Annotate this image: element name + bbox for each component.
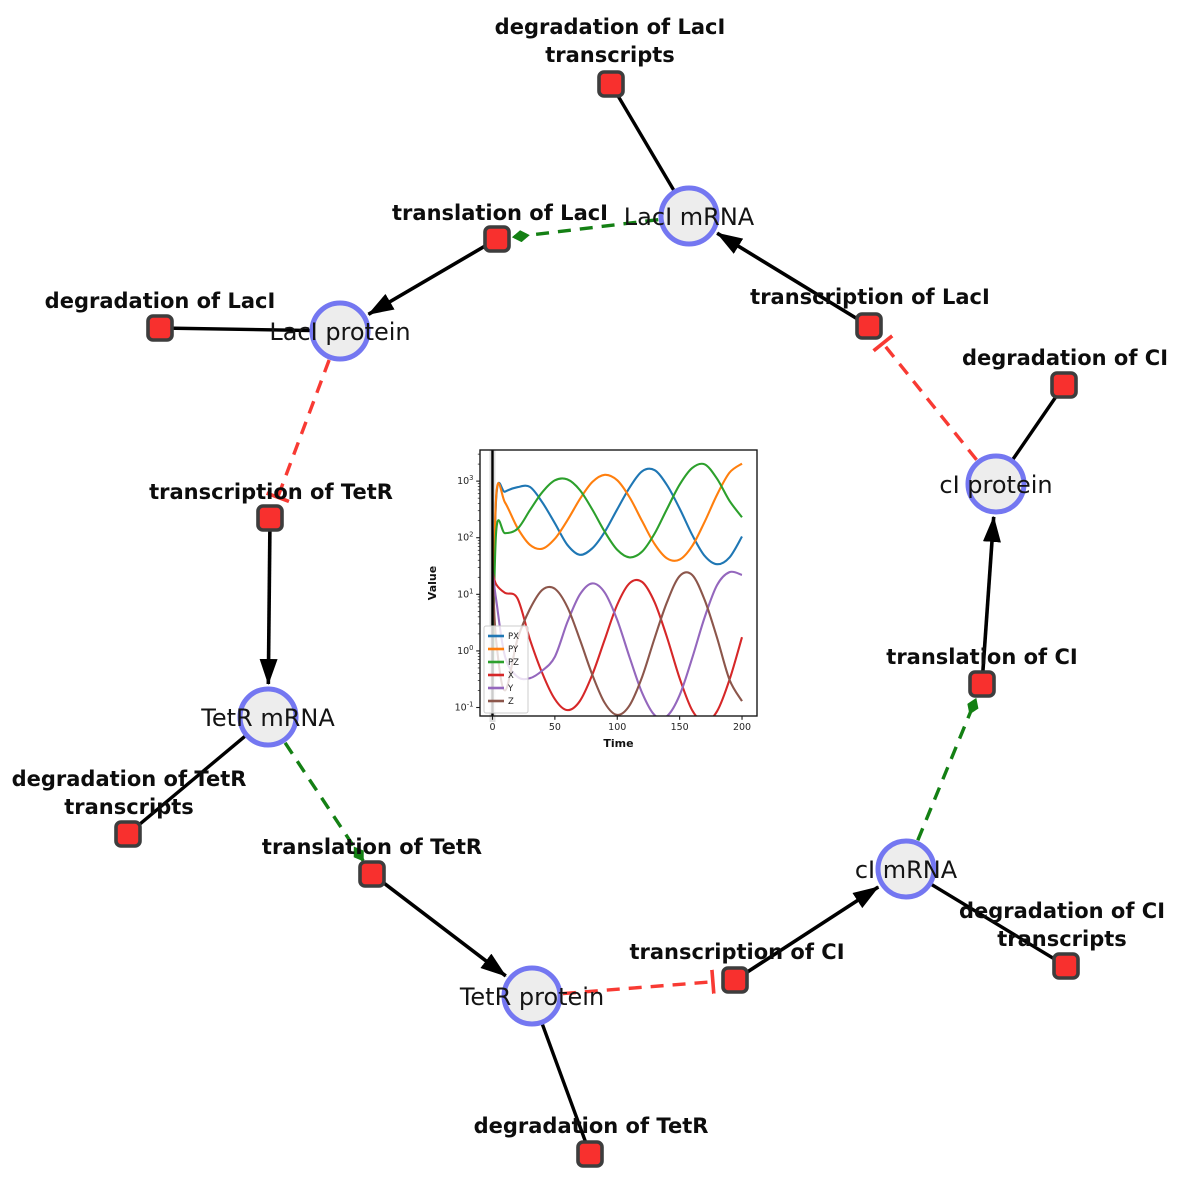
species-label-tetr-protein: TetR protein — [459, 983, 604, 1011]
axes-frame-border — [479, 449, 758, 717]
x-tick-label: 0 — [489, 722, 495, 733]
reaction-node-deg-ci[interactable] — [1050, 371, 1078, 399]
species-label-laci-mrna: LacI mRNA — [624, 203, 755, 231]
nodes-layer — [114, 70, 1080, 1168]
reaction-label-deg-laci-transcripts-line0: degradation of LacI — [495, 15, 726, 39]
labels-layer: degradation of LacI transcripts translatio… — [12, 15, 1168, 1138]
reaction-label-deg-tetr-line0: degradation of TetR — [474, 1114, 709, 1138]
reaction-node-transcription-laci[interactable] — [855, 312, 883, 340]
edge-translation-laci-to-laci-protein — [367, 237, 498, 316]
species-label-tetr-mrna: TetR mRNA — [200, 704, 335, 732]
reaction-node-translation-laci[interactable] — [483, 225, 511, 253]
species-label-ci-mrna: cI mRNA — [855, 856, 958, 884]
legend-label-PX: PX — [508, 632, 519, 642]
y-tick-label: 102 — [457, 531, 473, 544]
edge-ci-mrna-to-deg-ci-transcripts — [905, 867, 1067, 968]
legend-label-Y: Y — [507, 684, 514, 694]
edge-ci-mrna-to-translation-ci — [916, 697, 979, 841]
legend-label-PY: PY — [508, 645, 519, 655]
reaction-label-deg-ci-transcripts-line0: degradation of CI — [959, 899, 1165, 923]
reaction-label-transcription-laci-line0: transcription of LacI — [750, 285, 990, 309]
reaction-node-deg-ci-transcripts[interactable] — [1052, 952, 1080, 980]
species-node-ci-protein[interactable] — [965, 453, 1027, 515]
reaction-node-transcription-tetr[interactable] — [256, 504, 284, 532]
reaction-node-translation-tetr[interactable] — [358, 860, 386, 888]
x-tick-label: 200 — [733, 722, 751, 733]
reaction-node-deg-laci[interactable] — [146, 314, 174, 342]
edge-ci-protein-to-transcription-laci — [872, 334, 978, 461]
reaction-label-translation-ci-line0: translation of CI — [886, 645, 1077, 669]
reaction-node-transcription-ci[interactable] — [721, 966, 749, 994]
x-tick-label: 50 — [549, 722, 561, 733]
species-node-tetr-mrna[interactable] — [237, 686, 299, 748]
edge-tetr-mrna-to-translation-tetr — [283, 741, 365, 862]
species-node-tetr-protein[interactable] — [501, 965, 563, 1027]
reaction-label-deg-laci-transcripts-line1: transcripts — [545, 43, 675, 67]
reaction-node-deg-tetr-transcripts[interactable] — [114, 820, 142, 848]
legend-label-Z: Z — [508, 697, 514, 707]
x-tick-label: 100 — [608, 722, 626, 733]
reaction-label-deg-tetr-transcripts-line0: degradation of TetR — [12, 767, 247, 791]
reaction-label-deg-tetr-transcripts-line1: transcripts — [64, 795, 194, 819]
species-node-ci-mrna[interactable] — [875, 838, 937, 900]
x-tick-label: 150 — [671, 722, 689, 733]
reaction-node-translation-ci[interactable] — [968, 670, 996, 698]
reaction-label-deg-laci-line0: degradation of LacI — [45, 289, 276, 313]
x-axis-label: Time — [603, 737, 633, 750]
edge-transcription-laci-to-laci-mrna — [716, 231, 870, 328]
edge-laci-protein-to-transcription-tetr — [265, 359, 331, 504]
reaction-label-deg-ci-transcripts-line1: transcripts — [997, 927, 1127, 951]
reaction-node-deg-laci-transcripts[interactable] — [597, 70, 625, 98]
reaction-label-deg-ci-line0: degradation of CI — [962, 346, 1168, 370]
edge-transcription-tetr-to-tetr-mrna — [259, 517, 278, 686]
y-tick-label: 100 — [457, 644, 473, 657]
species-node-laci-protein[interactable] — [309, 300, 371, 362]
series-curve-X — [491, 571, 744, 716]
species-label-ci-protein: cI protein — [939, 471, 1052, 499]
edge-transcription-ci-to-ci-mrna — [734, 885, 880, 982]
species-label-laci-protein: LacI protein — [269, 318, 410, 346]
y-tick-label: 10-1 — [455, 701, 474, 714]
reaction-label-translation-tetr-line0: translation of TetR — [262, 835, 482, 859]
time-series-chart: 0 50 100 150 200 10-1 100 101 102 103 Time Value PX P… — [426, 449, 758, 750]
y-tick-label: 103 — [457, 474, 473, 487]
edge-translation-ci-to-ci-protein — [980, 515, 1001, 685]
reaction-label-transcription-tetr-line0: transcription of TetR — [149, 480, 393, 504]
species-node-laci-mrna[interactable] — [658, 185, 720, 247]
series-curve-PZ — [491, 462, 743, 691]
reaction-node-deg-tetr[interactable] — [576, 1140, 604, 1168]
y-axis-label: Value — [426, 566, 439, 600]
y-tick-label: 101 — [457, 587, 473, 600]
legend-label-PZ: PZ — [508, 658, 519, 668]
time-series-inset: 0 50 100 150 200 10-1 100 101 102 103 Time Value PX P… — [420, 436, 770, 766]
edge-translation-tetr-to-tetr-protein — [370, 872, 507, 978]
edge-tetr-protein-to-transcription-ci — [562, 969, 716, 996]
legend-label-X: X — [508, 671, 514, 681]
series-curve-Z — [491, 571, 743, 716]
reaction-label-transcription-ci-line0: transcription of CI — [629, 940, 844, 964]
series-curve-PX — [491, 467, 743, 681]
edge-laci-mrna-to-translation-laci — [511, 217, 659, 243]
reaction-label-translation-laci-line0: translation of LacI — [392, 201, 608, 225]
